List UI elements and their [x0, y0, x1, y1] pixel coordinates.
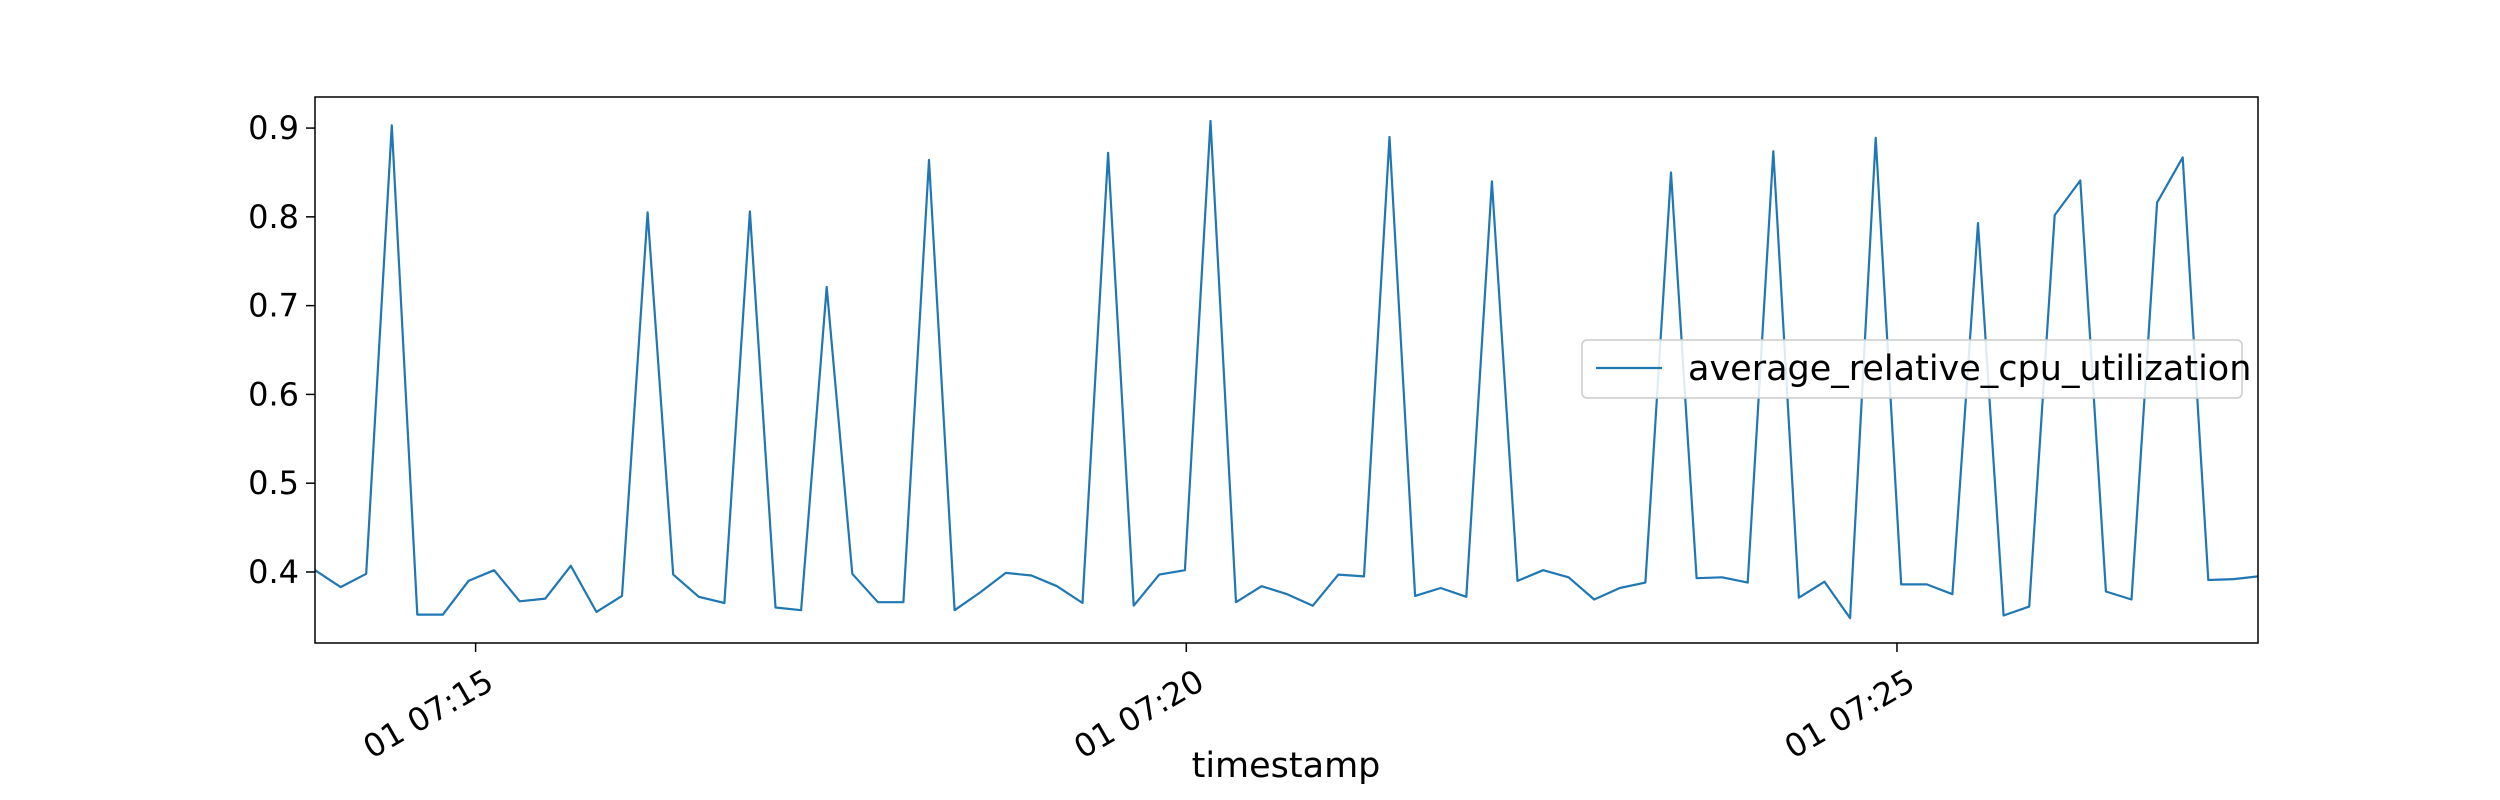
y-tick-label: 0.4 [248, 553, 299, 591]
legend-box [1581, 339, 2243, 399]
axes-frame [314, 96, 2259, 644]
y-tick-label: 0.9 [248, 109, 299, 147]
legend[interactable]: average_relative_cpu_utilization [1581, 339, 2251, 399]
legend-label: average_relative_cpu_utilization [1688, 349, 2251, 389]
y-tick-label: 0.5 [248, 464, 299, 502]
y-tick-label: 0.8 [248, 198, 299, 236]
y-tick-label: 0.7 [248, 287, 299, 325]
plot-area [314, 119, 2259, 620]
x-axis-label: timestamp [1192, 746, 1381, 786]
y-axis: 0.4 0.5 0.6 0.7 0.8 0.9 [248, 109, 315, 591]
y-tick-label: 0.6 [248, 375, 299, 413]
series-line-average-relative-cpu-utilization [314, 119, 2259, 620]
